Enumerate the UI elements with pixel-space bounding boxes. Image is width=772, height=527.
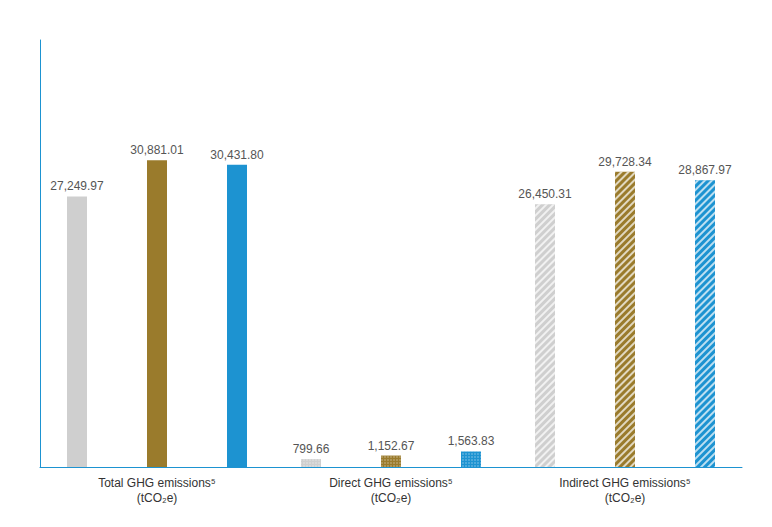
- svg-text:30,431.80: 30,431.80: [210, 148, 264, 162]
- svg-text:30,881.01: 30,881.01: [130, 143, 184, 157]
- svg-text:29,728.34: 29,728.34: [598, 155, 652, 169]
- svg-text:Direct GHG emissions⁵: Direct GHG emissions⁵: [329, 476, 453, 490]
- svg-text:(tCO₂e): (tCO₂e): [605, 491, 646, 505]
- svg-text:Indirect GHG emissions⁵: Indirect GHG emissions⁵: [559, 476, 691, 490]
- svg-text:27,249.97: 27,249.97: [50, 179, 104, 193]
- svg-text:(tCO₂e): (tCO₂e): [137, 491, 178, 505]
- svg-text:26,450.31: 26,450.31: [518, 187, 572, 201]
- svg-text:1,152.67: 1,152.67: [368, 439, 415, 453]
- svg-text:1,563.83: 1,563.83: [448, 434, 495, 448]
- svg-text:799.66: 799.66: [293, 442, 330, 456]
- svg-text:(tCO₂e): (tCO₂e): [371, 491, 412, 505]
- svg-text:Total GHG emissions⁵: Total GHG emissions⁵: [98, 476, 216, 490]
- svg-text:28,867.97: 28,867.97: [678, 163, 732, 177]
